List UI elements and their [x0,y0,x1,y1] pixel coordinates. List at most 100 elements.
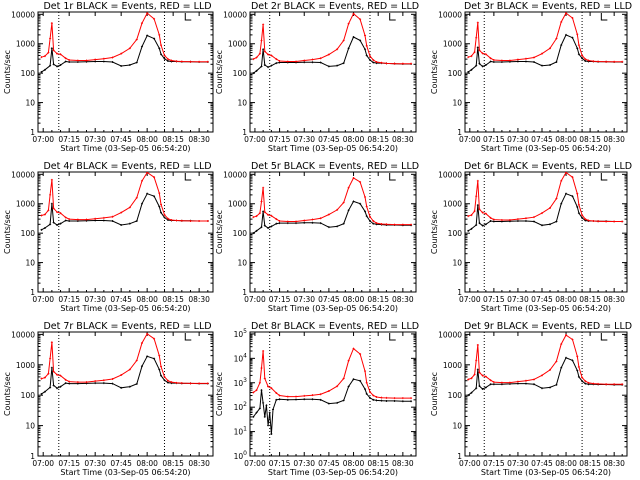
events-point [49,64,52,67]
plot-frame [249,171,417,293]
lld-point [401,397,404,400]
lld-point [476,21,479,24]
lld-point [278,59,281,62]
events-point [94,219,97,222]
events-point [140,45,143,48]
lld-point [560,343,563,346]
lld-point [166,217,169,220]
x-tick-label: 08:30 [392,459,414,468]
lld-point [135,359,138,362]
lld-point [467,56,470,59]
y-tick-label: 100 [233,69,248,78]
x-axis-label: Start Time (03-Sep-05 06:54:20) [481,468,611,477]
events-point [52,63,55,66]
y-tick-label: 100 [448,69,463,78]
y-tick-label: 10 [237,259,247,268]
lld-point [267,213,270,216]
lld-point [621,383,624,386]
top-right-marker [184,333,192,341]
events-point [555,383,558,386]
lld-point [516,218,519,221]
x-tick-label: 07:00 [32,135,54,144]
series-events-line [253,200,412,234]
y-tick-label: 100 [448,229,463,238]
lld-point [158,354,161,357]
lld-point [368,55,371,58]
lld-point [365,44,368,47]
lld-point [571,176,574,179]
lld-point [319,393,322,396]
lld-point [275,218,278,221]
events-point [581,57,584,60]
events-point [140,202,143,205]
events-point [581,216,584,219]
events-point [153,37,156,40]
lld-point [47,209,50,212]
events-point [64,219,67,222]
events-point [43,390,46,393]
x-tick-label: 07:30 [293,135,315,144]
series-events-line [41,34,208,73]
lld-point [365,381,368,384]
events-point [135,61,138,64]
events-point [270,432,273,435]
plot-frame [37,11,214,133]
events-point [303,398,306,401]
y-tick-label: 1 [30,452,35,461]
events-point [311,61,314,64]
events-point [581,380,584,383]
lld-point [347,186,350,189]
events-point [359,202,362,205]
events-point [40,228,43,231]
lld-point [59,374,62,377]
events-point [492,220,495,223]
lld-point [478,371,481,374]
events-point [286,398,289,401]
lld-point [372,59,375,62]
lld-point [576,355,579,358]
events-point [64,382,67,385]
events-point [470,227,473,230]
events-point [475,64,478,67]
lld-point [43,55,46,58]
lld-point [64,378,67,381]
events-point [158,47,161,50]
lld-point [364,34,367,37]
lld-point [592,382,595,385]
x-tick-label: 08:00 [343,135,365,144]
x-tick-label: 08:15 [162,135,184,144]
x-tick-label: 08:15 [367,459,389,468]
lld-point [584,218,587,221]
x-tick-label: 07:15 [269,459,291,468]
plot-frame [464,11,628,133]
events-point [576,369,579,372]
lld-point [153,17,156,20]
lld-point [364,195,367,198]
events-point [50,47,53,50]
events-point [410,400,413,403]
events-point [153,195,156,198]
lld-point [85,218,88,221]
y-axis-label: Counts/sec [215,210,224,254]
lld-point [56,373,59,376]
lld-point [311,58,314,61]
events-point [347,385,350,388]
lld-point [613,383,616,386]
lld-point [476,343,479,346]
events-point [380,399,383,402]
lld-point [375,396,378,399]
x-tick-label: 08:30 [392,295,414,304]
y-tick-label: 100 [448,391,463,400]
events-point [481,387,484,390]
lld-point [540,374,543,377]
x-tick-label: 08:00 [555,295,577,304]
events-point [516,219,519,222]
x-tick-label: 08:30 [603,459,625,468]
events-point [102,382,105,385]
lld-point [584,380,587,383]
lld-point [393,397,396,400]
events-point [364,48,367,51]
events-point [555,60,558,63]
